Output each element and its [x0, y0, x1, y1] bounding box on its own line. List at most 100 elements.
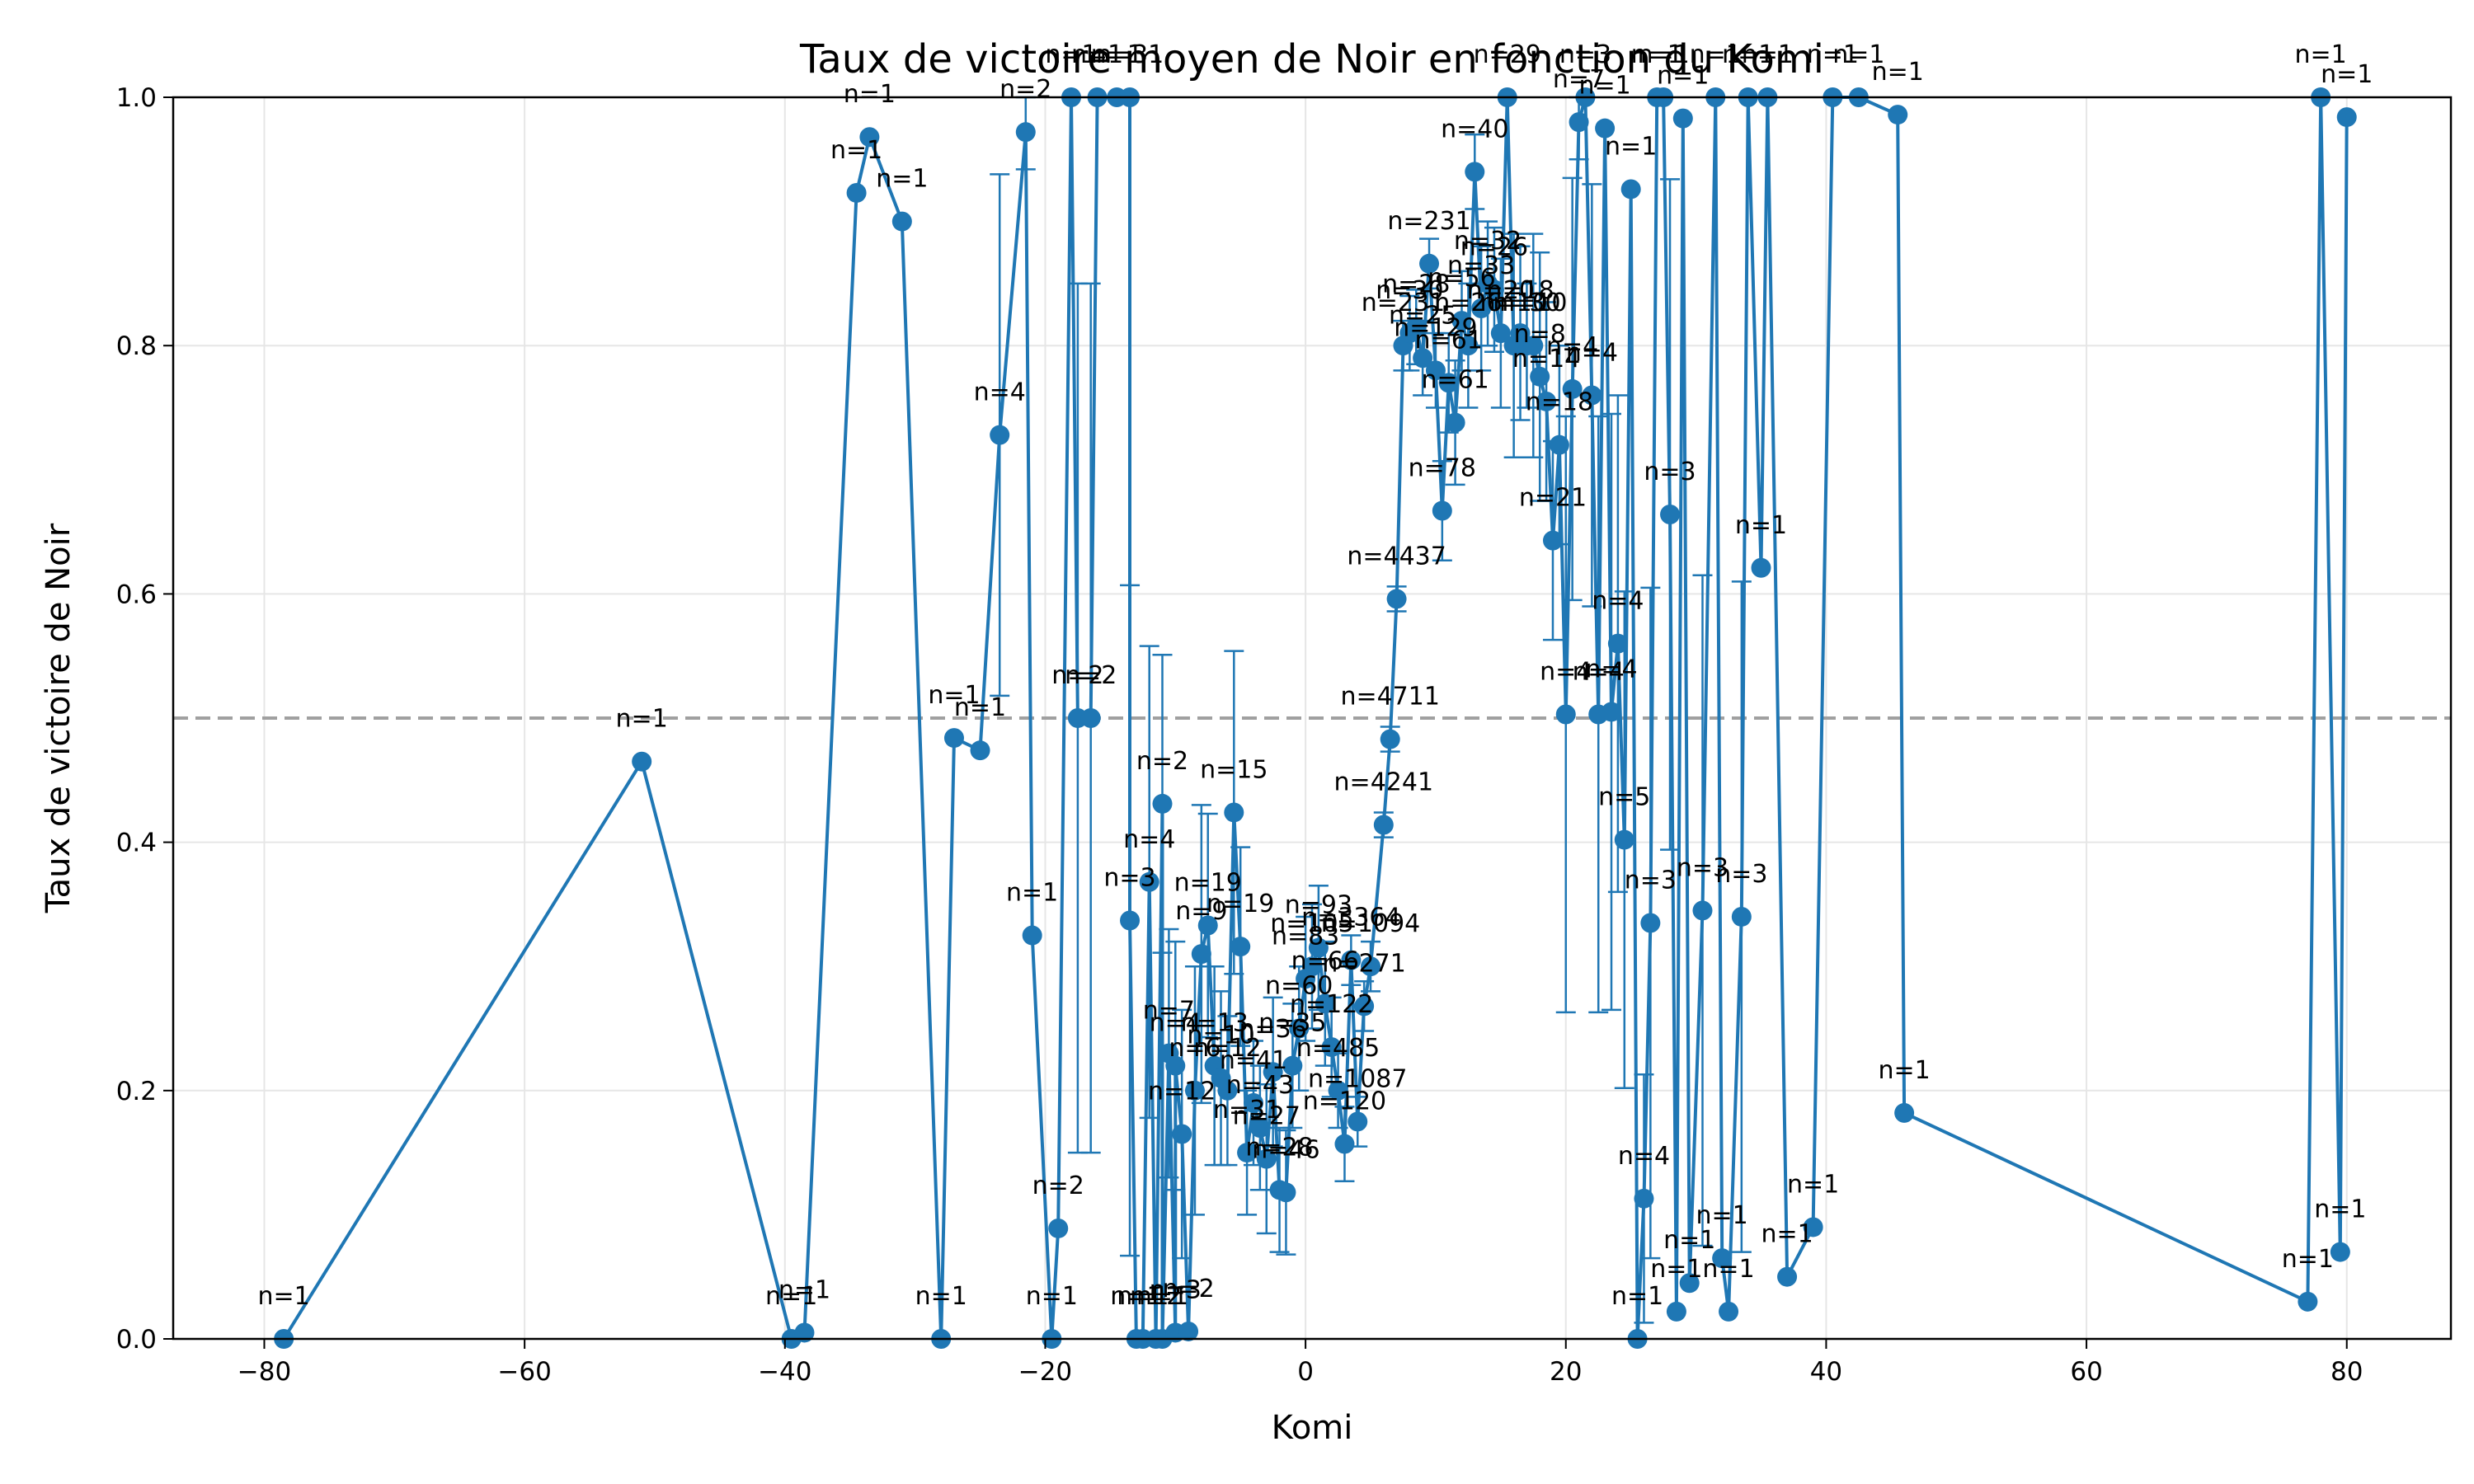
count-label-15: n=1: [1045, 40, 1097, 69]
count-label-50: n=83: [1272, 922, 1339, 951]
count-label-87: n=21: [1519, 484, 1587, 513]
x-tick-label-6: 40: [1810, 1357, 1842, 1387]
data-point-121: [1888, 105, 1908, 125]
data-point-53: [1315, 993, 1335, 1014]
data-point-39: [1224, 802, 1244, 823]
data-point-58: [1348, 1111, 1368, 1132]
count-label-107: n=1: [1657, 62, 1709, 91]
data-point-61: [1373, 815, 1394, 835]
data-point-66: [1406, 317, 1427, 337]
y-tick-label-2: 0.4: [116, 829, 157, 858]
data-point-117: [1777, 1266, 1798, 1287]
data-point-98: [1614, 829, 1634, 850]
count-label-42: n=41: [1220, 1046, 1287, 1075]
count-label-63: n=4437: [1347, 542, 1446, 571]
data-point-48: [1282, 1055, 1303, 1076]
data-point-4: [846, 182, 867, 203]
data-point-113: [1731, 906, 1752, 927]
count-label-32: n=2: [1162, 1275, 1214, 1303]
data-point-88: [1549, 434, 1569, 455]
count-label-38: n=12: [1193, 1034, 1261, 1063]
data-point-96: [1602, 702, 1622, 722]
data-point-109: [1692, 900, 1713, 921]
chart-title: Taux de victoire moyen de Noir en foncti…: [799, 36, 1824, 82]
count-label-86: n=14: [1512, 345, 1580, 373]
count-label-106: n=1: [1650, 1255, 1702, 1284]
data-point-97: [1607, 633, 1628, 654]
data-point-78: [1484, 279, 1504, 300]
count-label-69: n=129: [1394, 313, 1477, 342]
count-label-58: n=1087: [1308, 1064, 1408, 1093]
data-point-8: [943, 728, 964, 749]
data-point-99: [1620, 179, 1641, 200]
count-label-68: n=231: [1387, 207, 1470, 236]
data-point-12: [1022, 925, 1042, 946]
data-point-63: [1386, 589, 1407, 609]
data-point-21: [1120, 910, 1141, 931]
data-point-56: [1334, 1134, 1355, 1154]
count-label-10: n=4: [974, 378, 1026, 407]
count-label-16: n=2: [1051, 661, 1103, 690]
data-point-108: [1679, 1273, 1700, 1294]
data-point-68: [1419, 253, 1440, 274]
data-point-91: [1569, 112, 1589, 133]
data-point-89: [1555, 704, 1576, 725]
count-label-121: n=1: [1872, 58, 1924, 87]
data-point-57: [1341, 950, 1362, 970]
count-label-26: n=2: [1136, 747, 1188, 776]
x-tick-label-1: −60: [497, 1357, 551, 1387]
count-label-118: n=1: [1787, 1170, 1839, 1199]
count-label-59: n=271: [1322, 949, 1405, 978]
data-point-69: [1425, 360, 1446, 381]
count-label-14: n=2: [1032, 1172, 1084, 1200]
data-point-24: [1139, 871, 1159, 892]
data-point-31: [1172, 1124, 1192, 1144]
data-point-125: [2330, 1242, 2350, 1262]
data-point-51: [1302, 956, 1322, 977]
count-label-80: n=29: [1474, 40, 1541, 69]
data-point-10: [990, 425, 1010, 445]
count-label-98: n=5: [1598, 783, 1650, 812]
data-point-85: [1530, 366, 1550, 387]
count-label-105: n=3: [1644, 458, 1696, 486]
data-point-42: [1243, 1092, 1263, 1113]
count-label-45: n=36: [1239, 1015, 1306, 1044]
count-label-90: n=4: [1546, 332, 1598, 361]
count-label-39: n=15: [1200, 755, 1268, 784]
count-label-100: n=1: [1611, 1282, 1663, 1311]
count-label-102: n=3: [1625, 866, 1677, 895]
count-label-104: n=1: [1638, 40, 1690, 69]
count-label-40: n=19: [1206, 890, 1274, 918]
data-point-87: [1542, 530, 1563, 551]
count-label-124: n=1: [2295, 40, 2347, 69]
count-label-91: n=7: [1553, 65, 1605, 94]
count-label-24: n=4: [1123, 825, 1175, 854]
data-point-26: [1152, 793, 1173, 814]
count-label-4: n=1: [830, 136, 882, 165]
count-label-115: n=1: [1735, 511, 1787, 540]
data-point-118: [1803, 1217, 1823, 1237]
data-point-45: [1263, 1062, 1283, 1082]
count-label-7: n=1: [915, 1282, 967, 1311]
x-tick-label-3: −20: [1018, 1357, 1072, 1387]
count-label-123: n=1: [2282, 1245, 2334, 1274]
count-label-120: n=1: [1832, 40, 1884, 69]
count-label-60: n=1094: [1321, 909, 1421, 938]
data-point-71: [1438, 373, 1459, 393]
data-point-73: [1451, 311, 1472, 331]
data-point-41: [1237, 1143, 1258, 1163]
count-label-71: n=61: [1415, 326, 1483, 355]
count-label-55: n=485: [1296, 1034, 1380, 1063]
count-label-108: n=1: [1663, 1226, 1715, 1255]
data-point-49: [1289, 1018, 1310, 1039]
y-tick-label-3: 0.6: [116, 580, 157, 609]
count-label-41: n=31: [1213, 1096, 1281, 1125]
count-label-97: n=4: [1592, 587, 1644, 616]
data-point-32: [1178, 1321, 1199, 1341]
count-label-72: n=61: [1421, 366, 1489, 395]
data-point-106: [1666, 1301, 1686, 1322]
y-tick-label-5: 1.0: [116, 83, 157, 113]
count-label-28: n=7: [1143, 997, 1195, 1026]
count-label-116: n=1: [1742, 40, 1794, 69]
count-label-9: n=1: [954, 693, 1006, 722]
